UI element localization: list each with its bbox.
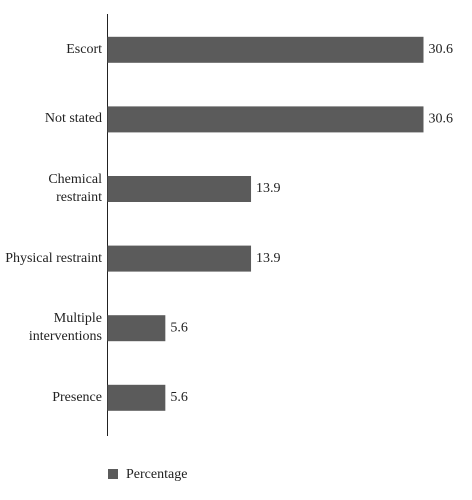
value-label: 5.6 (170, 390, 188, 405)
category-label: Not stated (44, 111, 102, 127)
bar (107, 384, 166, 411)
value-label: 13.9 (256, 251, 281, 266)
value-label: 13.9 (256, 181, 281, 196)
legend-swatch (108, 469, 118, 479)
legend-label: Percentage (126, 467, 187, 482)
category-label: Escort (66, 41, 102, 57)
bar (107, 106, 424, 133)
bar (107, 36, 424, 63)
category-label: Multiple interventions (28, 311, 102, 345)
value-label: 5.6 (170, 320, 188, 335)
value-label: 30.6 (429, 42, 454, 57)
category-label: Presence (52, 389, 102, 405)
bar (107, 176, 252, 202)
bar (107, 245, 252, 272)
value-label: 30.6 (429, 112, 454, 127)
category-label: Physical restraint (5, 250, 102, 266)
category-label: Chemical restraint (48, 172, 102, 205)
bar (107, 315, 166, 342)
